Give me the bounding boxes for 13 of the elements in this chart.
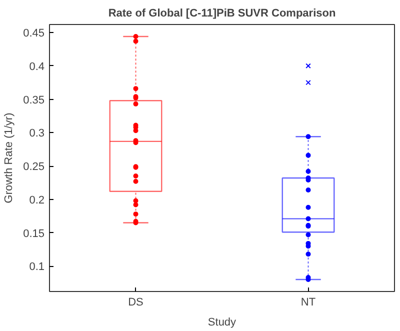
chart-title: Rate of Global [C-11]PiB SUVR Comparison	[108, 8, 336, 20]
y-tick-label: 0.3	[29, 128, 45, 140]
x-tick-label: DS	[128, 296, 144, 308]
y-tick-label: 0.1	[29, 261, 45, 274]
y-tick-label: 0.15	[23, 228, 45, 240]
y-tick-label: 0.4	[29, 60, 45, 73]
y-tick-label: 0.45	[23, 28, 45, 40]
y-tick-label: 0.25	[23, 161, 45, 174]
y-tick-label: 0.2	[29, 194, 45, 206]
y-axis-title: Growth Rate (1/yr)	[3, 112, 16, 204]
x-axis-title: Study	[208, 316, 237, 328]
y-tick-label: 0.35	[23, 94, 45, 106]
x-tick-label: NT	[300, 296, 316, 308]
